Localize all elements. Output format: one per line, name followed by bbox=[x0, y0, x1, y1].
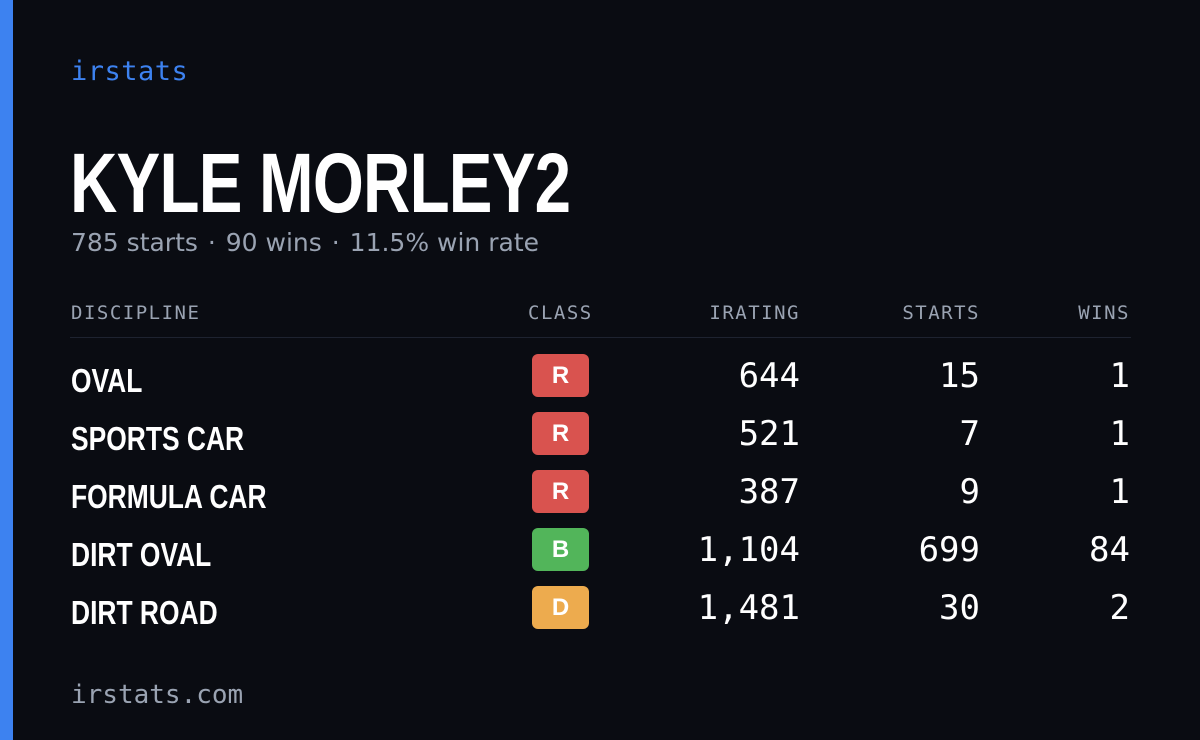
class-badge: R bbox=[532, 470, 589, 513]
wins-value: 1 bbox=[1109, 414, 1130, 454]
irating-value: 387 bbox=[738, 472, 800, 512]
irating-value: 644 bbox=[738, 356, 800, 396]
class-badge: R bbox=[532, 412, 589, 455]
wins-value: 1 bbox=[1109, 472, 1130, 512]
summary-win-rate: 11.5% win rate bbox=[349, 228, 540, 257]
discipline-name: OVAL bbox=[71, 362, 143, 399]
brand-logo: irstats bbox=[71, 56, 189, 87]
table-row: SPORTS CAR R 521 7 1 bbox=[0, 412, 1200, 470]
irating-value: 521 bbox=[738, 414, 800, 454]
starts-value: 15 bbox=[939, 356, 980, 396]
header-class: CLASS bbox=[528, 302, 593, 324]
header-divider bbox=[70, 337, 1131, 338]
summary-starts: 785 starts bbox=[71, 228, 198, 257]
wins-value: 2 bbox=[1109, 588, 1130, 628]
starts-value: 9 bbox=[959, 472, 980, 512]
header-wins: WINS bbox=[1078, 302, 1130, 324]
footer-url[interactable]: irstats.com bbox=[71, 680, 244, 710]
discipline-name: SPORTS CAR bbox=[71, 420, 245, 457]
discipline-name: FORMULA CAR bbox=[71, 478, 267, 515]
wins-value: 1 bbox=[1109, 356, 1130, 396]
class-badge: B bbox=[532, 528, 589, 571]
header-irating: IRATING bbox=[709, 302, 800, 324]
summary-separator: · bbox=[207, 228, 216, 257]
summary-separator: · bbox=[331, 228, 340, 257]
driver-summary: 785 starts · 90 wins · 11.5% win rate bbox=[71, 228, 539, 257]
irating-value: 1,481 bbox=[697, 588, 800, 628]
header-starts: STARTS bbox=[902, 302, 980, 324]
table-row: DIRT OVAL B 1,104 699 84 bbox=[0, 528, 1200, 586]
summary-wins: 90 wins bbox=[225, 228, 322, 257]
starts-value: 30 bbox=[939, 588, 980, 628]
table-row: DIRT ROAD D 1,481 30 2 bbox=[0, 586, 1200, 644]
irating-value: 1,104 bbox=[697, 530, 800, 570]
discipline-name: DIRT OVAL bbox=[71, 536, 212, 573]
accent-bar bbox=[0, 0, 13, 740]
starts-value: 699 bbox=[918, 530, 980, 570]
discipline-name: DIRT ROAD bbox=[71, 594, 218, 631]
class-badge: D bbox=[532, 586, 589, 629]
wins-value: 84 bbox=[1089, 530, 1130, 570]
class-badge: R bbox=[532, 354, 589, 397]
table-row: FORMULA CAR R 387 9 1 bbox=[0, 470, 1200, 528]
header-discipline: DISCIPLINE bbox=[71, 302, 201, 324]
driver-name: KYLE MORLEY2 bbox=[70, 136, 571, 230]
starts-value: 7 bbox=[959, 414, 980, 454]
table-row: OVAL R 644 15 1 bbox=[0, 354, 1200, 412]
